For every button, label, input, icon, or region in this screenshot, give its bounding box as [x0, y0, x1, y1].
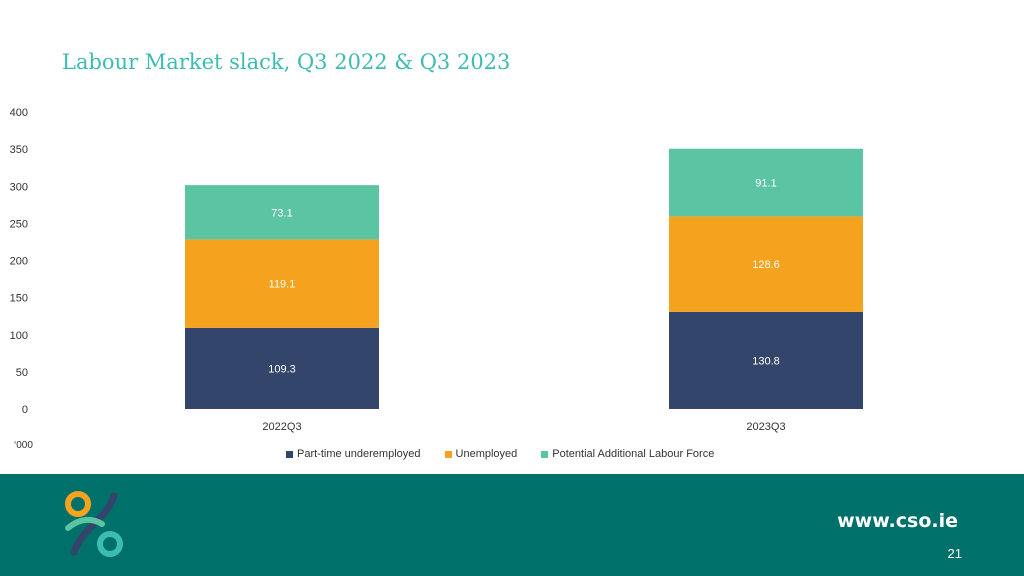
stacked-bar-chart: 0 50 100 150 200 250 300 350 400 109.3 119.1 73.1 20…: [10, 107, 863, 433]
data-label: 109.3: [268, 363, 296, 375]
bar-segment: [185, 327, 379, 409]
y-tick-label: 350: [10, 144, 28, 156]
x-tick-label: 2023Q3: [746, 421, 785, 433]
y-tick-label: 250: [10, 218, 28, 230]
cso-logo-icon: [65, 491, 123, 557]
chart-legend: Part-time underemployed Unemployed Potenti…: [286, 448, 714, 460]
legend-swatch: [286, 450, 293, 458]
y-tick-label: 200: [10, 256, 28, 268]
page-number: 21: [947, 546, 962, 561]
data-label: 73.1: [271, 207, 292, 219]
footer: www.cso.ie 21: [0, 474, 1024, 576]
legend-swatch: [444, 450, 452, 458]
bar-segment: [185, 185, 379, 240]
legend-label: Part-time underemployed: [297, 448, 421, 460]
chart-title: Labour Market slack, Q3 2022 & Q3 2023: [62, 50, 511, 74]
data-label: 128.6: [752, 259, 780, 271]
y-tick-label: 400: [10, 107, 28, 119]
y-tick-label: 50: [16, 367, 28, 379]
legend-label: Potential Additional Labour Force: [552, 448, 715, 460]
website-link[interactable]: www.cso.ie: [837, 510, 958, 532]
data-label: 119.1: [269, 279, 296, 291]
bar-segment: [669, 311, 863, 409]
legend-label: Unemployed: [455, 448, 518, 460]
bar-segment: [185, 239, 379, 328]
legend-item: Part-time underemployed: [286, 448, 421, 460]
legend-item: Potential Additional Labour Force: [541, 448, 714, 460]
y-tick-label: 300: [10, 181, 28, 193]
legend-item: Unemployed: [444, 448, 518, 460]
y-tick-label: 150: [10, 293, 28, 305]
unit-label: ‘000: [14, 440, 33, 451]
y-tick-label: 100: [10, 330, 28, 342]
bar-segment: [669, 148, 863, 217]
bar-segment: [669, 216, 863, 312]
x-tick-label: 2022Q3: [262, 421, 301, 433]
data-label: 130.8: [752, 355, 780, 367]
data-label: 91.1: [755, 178, 776, 190]
y-tick-label: 0: [22, 404, 28, 416]
legend-swatch: [541, 450, 549, 458]
